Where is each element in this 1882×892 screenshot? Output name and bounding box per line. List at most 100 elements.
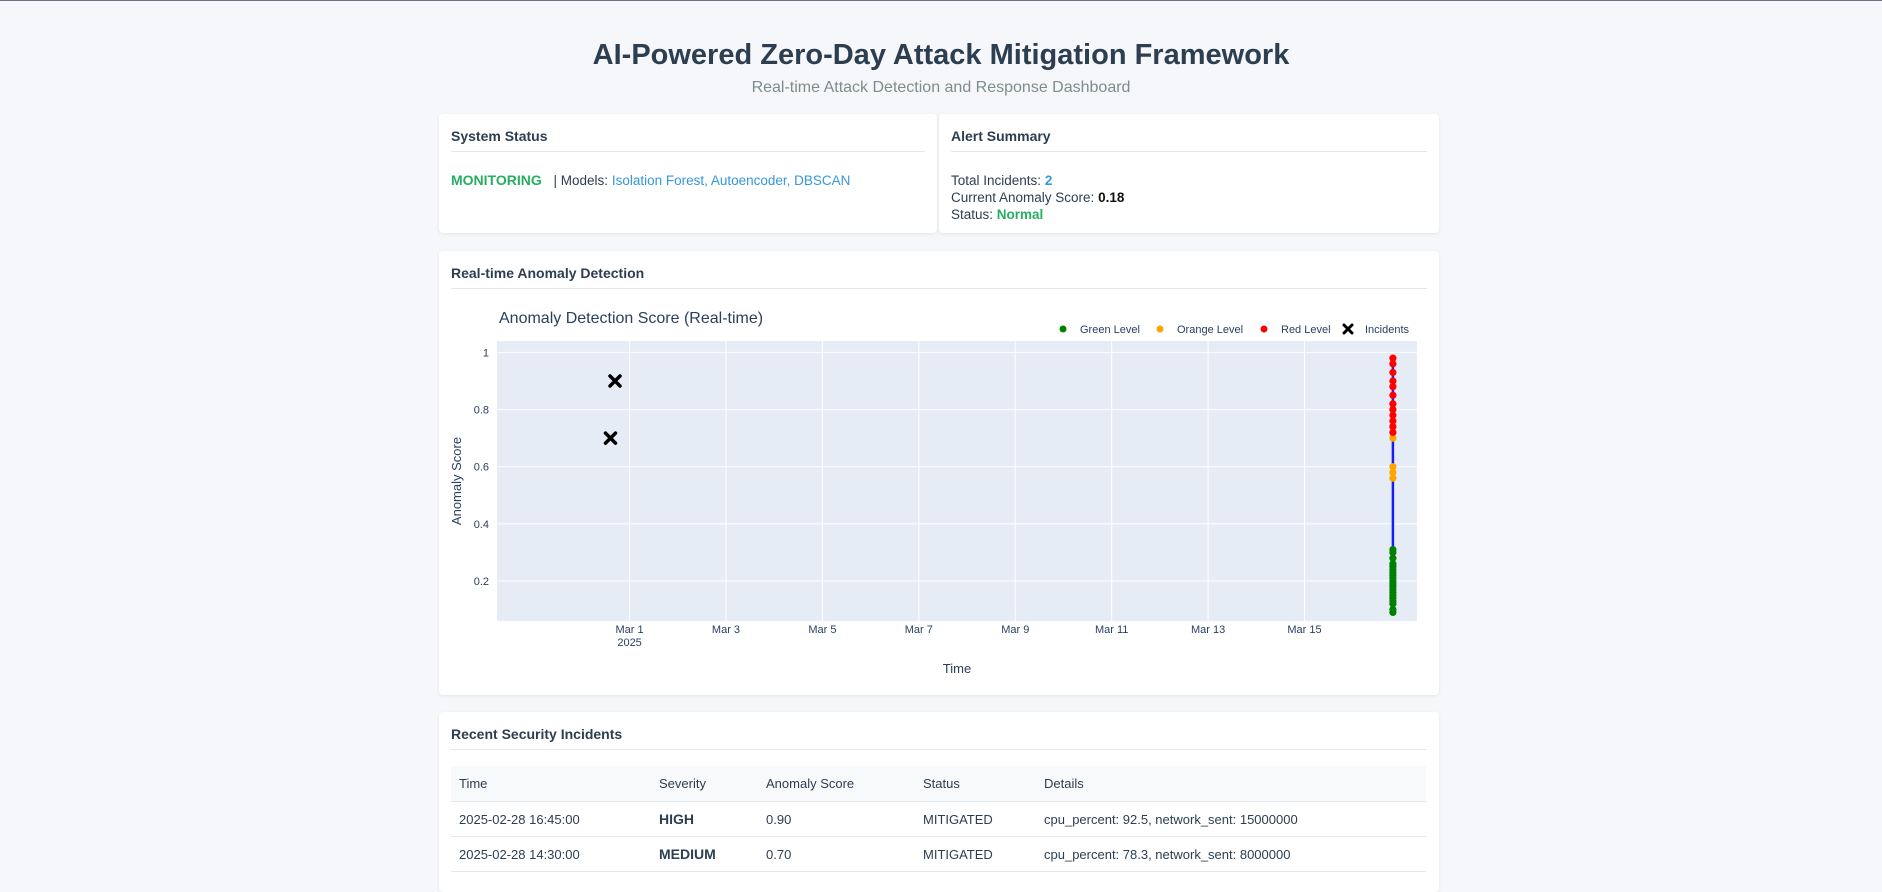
total-incidents-label: Total Incidents: bbox=[951, 173, 1042, 188]
data-point bbox=[1389, 428, 1397, 437]
legend-item[interactable]: Orange Level bbox=[1156, 324, 1244, 336]
incident-marker bbox=[608, 374, 622, 388]
data-series bbox=[603, 354, 1397, 617]
legend-marker bbox=[1260, 325, 1268, 333]
incident-marker-stroke bbox=[608, 374, 622, 388]
legend-label: Orange Level bbox=[1177, 324, 1243, 336]
data-point bbox=[1389, 411, 1397, 419]
column-header-status[interactable]: Status bbox=[915, 766, 1036, 802]
x-tick-sublabel: 2025 bbox=[617, 637, 641, 649]
page-subtitle: Real-time Attack Detection and Response … bbox=[751, 79, 1131, 96]
incident-score: 0.90 bbox=[758, 801, 915, 837]
alert-summary-body: Total Incidents: 2 Current Anomaly Score… bbox=[951, 172, 1427, 223]
anomaly-chart[interactable]: Anomaly Detection Score (Real-time) Mar … bbox=[439, 299, 1439, 695]
x-axis-label: Time bbox=[943, 661, 971, 676]
incidents-card: Recent Security Incidents Time Severity … bbox=[439, 712, 1439, 892]
alert-status-line: Status: Normal bbox=[951, 206, 1427, 223]
data-point bbox=[1389, 417, 1397, 425]
incident-time: 2025-02-28 16:45:00 bbox=[451, 801, 651, 837]
table-row[interactable]: 2025-02-28 14:30:00 MEDIUM 0.70 MITIGATE… bbox=[451, 836, 1426, 872]
incident-details: cpu_percent: 78.3, network_sent: 8000000 bbox=[1036, 836, 1426, 872]
y-tick-label: 0.8 bbox=[474, 405, 489, 417]
x-tick-label: Mar 7 bbox=[905, 624, 933, 636]
legend-marker bbox=[1342, 323, 1354, 335]
column-header-severity[interactable]: Severity bbox=[651, 766, 758, 802]
incident-severity: MEDIUM bbox=[651, 836, 758, 872]
legend-item[interactable]: Incidents bbox=[1342, 323, 1410, 336]
incidents-heading: Recent Security Incidents bbox=[451, 712, 1427, 750]
legend-label: Incidents bbox=[1365, 324, 1410, 336]
current-score-label: Current Anomaly Score: bbox=[951, 190, 1095, 205]
data-point bbox=[1389, 368, 1397, 377]
chart-title: Anomaly Detection Score (Real-time) bbox=[499, 310, 763, 327]
legend-marker bbox=[1059, 325, 1067, 333]
x-tick-label: Mar 9 bbox=[1001, 624, 1029, 636]
x-tick-label: Mar 1 bbox=[616, 624, 644, 636]
legend-marker bbox=[1156, 325, 1164, 333]
alert-summary-card: Alert Summary Total Incidents: 2 Current… bbox=[939, 114, 1439, 233]
legend-label: Green Level bbox=[1080, 324, 1140, 336]
y-tick-label: 0.6 bbox=[474, 462, 489, 474]
total-incidents-value: 2 bbox=[1044, 173, 1053, 188]
data-point bbox=[1389, 463, 1397, 471]
x-tick-label: Mar 13 bbox=[1191, 624, 1225, 636]
data-point bbox=[1389, 554, 1397, 562]
incidents-header-row: Time Severity Anomaly Score Status Detai… bbox=[451, 766, 1426, 802]
incident-marker-stroke bbox=[603, 431, 618, 445]
data-point bbox=[1389, 434, 1397, 442]
table-row[interactable]: 2025-02-28 16:45:00 HIGH 0.90 MITIGATED … bbox=[451, 801, 1426, 837]
data-point bbox=[1389, 400, 1397, 408]
data-point bbox=[1389, 423, 1397, 431]
data-point bbox=[1389, 474, 1397, 482]
anomaly-chart-heading: Real-time Anomaly Detection bbox=[451, 251, 1427, 289]
x-tick-label: Mar 3 bbox=[712, 624, 740, 636]
data-point bbox=[1389, 605, 1397, 614]
alert-summary-heading: Alert Summary bbox=[951, 114, 1427, 152]
incidents-table: Time Severity Anomaly Score Status Detai… bbox=[451, 766, 1426, 872]
column-header-score[interactable]: Anomaly Score bbox=[758, 766, 915, 802]
system-status-card: System Status MONITORING | Models: Isola… bbox=[439, 114, 937, 233]
grid-lines bbox=[497, 341, 1417, 621]
y-tick-label: 1 bbox=[483, 347, 489, 359]
x-tick-label: Mar 11 bbox=[1095, 624, 1128, 636]
data-point bbox=[1389, 360, 1397, 368]
incident-details: cpu_percent: 92.5, network_sent: 1500000… bbox=[1036, 801, 1426, 837]
alert-status-value: Normal bbox=[996, 207, 1044, 222]
monitoring-state: MONITORING bbox=[451, 172, 542, 188]
data-point bbox=[1389, 405, 1397, 414]
legend-item[interactable]: Red Level bbox=[1260, 324, 1331, 336]
x-tick-label: Mar 5 bbox=[808, 624, 836, 636]
legend-label: Red Level bbox=[1281, 324, 1331, 336]
models-label: | Models: bbox=[553, 173, 609, 188]
total-incidents-line: Total Incidents: 2 bbox=[951, 172, 1427, 189]
legend-item[interactable]: Green Level bbox=[1059, 324, 1140, 336]
current-score-line: Current Anomaly Score: 0.18 bbox=[951, 189, 1427, 206]
plot-area[interactable] bbox=[497, 341, 1417, 621]
chart-legend[interactable]: Green Level Orange Level Red Level Incident… bbox=[1059, 323, 1410, 336]
data-point bbox=[1389, 377, 1397, 385]
incident-score: 0.70 bbox=[758, 836, 915, 872]
column-header-time[interactable]: Time bbox=[451, 766, 651, 802]
y-axis-label: Anomaly Score bbox=[449, 437, 464, 525]
data-point bbox=[1389, 383, 1397, 391]
system-status-line: MONITORING | Models: Isolation Forest, A… bbox=[451, 172, 925, 188]
data-point bbox=[1389, 560, 1397, 568]
column-header-details[interactable]: Details bbox=[1036, 766, 1426, 802]
incident-status: MITIGATED bbox=[915, 836, 1036, 872]
data-point bbox=[1389, 468, 1397, 477]
alert-status-label: Status: bbox=[951, 207, 994, 222]
data-point bbox=[1389, 545, 1397, 554]
data-point bbox=[1389, 354, 1397, 362]
y-tick-label: 0.4 bbox=[474, 519, 489, 531]
page-title: AI-Powered Zero-Day Attack Mitigation Fr… bbox=[592, 39, 1290, 71]
data-point bbox=[1389, 391, 1397, 399]
incident-marker bbox=[603, 431, 618, 445]
system-status-heading: System Status bbox=[451, 114, 925, 152]
models-value: Isolation Forest, Autoencoder, DBSCAN bbox=[611, 173, 851, 188]
incident-severity: HIGH bbox=[651, 801, 758, 837]
incident-status: MITIGATED bbox=[915, 801, 1036, 837]
anomaly-chart-card: Real-time Anomaly Detection Anomaly Dete… bbox=[439, 251, 1439, 695]
y-tick-label: 0.2 bbox=[474, 576, 489, 588]
